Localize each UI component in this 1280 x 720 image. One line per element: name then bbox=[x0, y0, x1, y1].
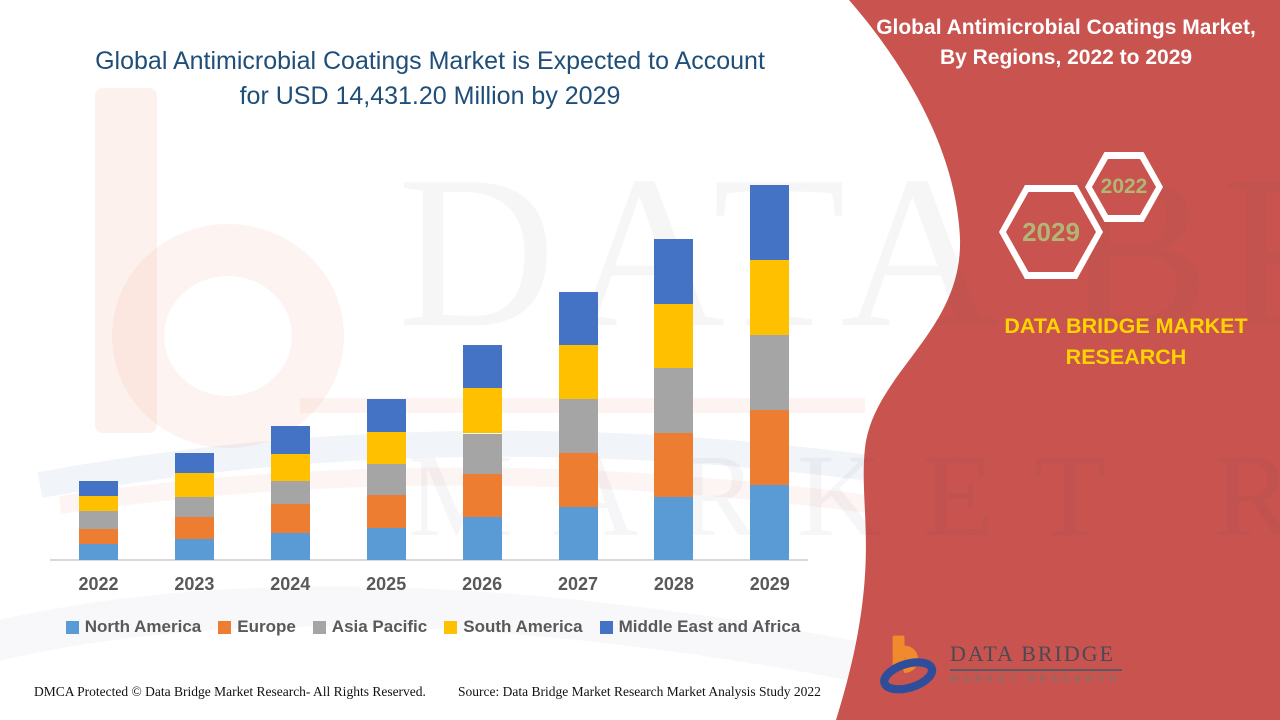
x-axis-label-2028: 2028 bbox=[653, 574, 694, 594]
bar-segment-north-america bbox=[270, 533, 310, 560]
bar-segment-south-america bbox=[366, 432, 406, 465]
bar-segment-europe bbox=[654, 432, 694, 497]
x-axis-label-2022: 2022 bbox=[78, 574, 119, 594]
bar-segment-north-america bbox=[79, 544, 118, 560]
bar-segment-north-america bbox=[750, 485, 790, 560]
bar-segment-middle-east-and-africa bbox=[750, 184, 790, 260]
bar-segment-south-america bbox=[558, 345, 598, 399]
bar-segment-middle-east-and-africa bbox=[366, 399, 406, 433]
badge-2029-label: 2029 bbox=[1022, 216, 1080, 247]
bar-segment-north-america bbox=[654, 496, 694, 560]
bar-segment-asia-pacific bbox=[654, 368, 694, 433]
watermark-market-research-text: MARKET RESEARCH bbox=[408, 428, 1280, 564]
panel-heading: Global Antimicrobial Coatings Market, By… bbox=[876, 16, 1256, 69]
bar-segment-south-america bbox=[462, 388, 502, 434]
x-axis-label-2027: 2027 bbox=[557, 574, 599, 594]
bar-segment-asia-pacific bbox=[750, 334, 790, 411]
bar-segment-asia-pacific bbox=[174, 496, 214, 517]
legend-item-north-america: North America bbox=[65, 617, 202, 637]
legend-swatch bbox=[599, 620, 613, 634]
legend-label: North America bbox=[84, 617, 202, 636]
legend-swatch bbox=[65, 620, 79, 634]
chart-title: Global Antimicrobial Coatings Market is … bbox=[75, 44, 785, 114]
source-note: Source: Data Bridge Market Research Mark… bbox=[458, 684, 821, 699]
badge-2022-label: 2022 bbox=[1100, 175, 1148, 198]
legend-label: South America bbox=[463, 617, 583, 636]
logo-subtitle: MARKET RESEARCH bbox=[950, 674, 1122, 685]
x-axis-label-2025: 2025 bbox=[366, 574, 407, 594]
bar-segment-middle-east-and-africa bbox=[79, 480, 118, 496]
legend-swatch bbox=[218, 620, 232, 634]
bar-segment-south-america bbox=[174, 473, 214, 497]
bar-segment-middle-east-and-africa bbox=[270, 425, 310, 454]
bar-segment-asia-pacific bbox=[270, 480, 310, 505]
dmca-notice: DMCA Protected © Data Bridge Market Rese… bbox=[34, 684, 426, 699]
bar-segment-south-america bbox=[750, 259, 790, 335]
legend-item-europe: Europe bbox=[218, 617, 296, 637]
bar-segment-north-america bbox=[174, 539, 214, 560]
x-axis-label-2023: 2023 bbox=[174, 574, 215, 594]
bar-segment-south-america bbox=[270, 453, 310, 481]
logo-text: DATA BRIDGE MARKET RESEARCH bbox=[950, 641, 1122, 685]
bar-segment-middle-east-and-africa bbox=[174, 452, 214, 474]
x-axis-label-2024: 2024 bbox=[270, 574, 311, 594]
badge-hexagon-2022: 2022 bbox=[1085, 152, 1163, 222]
bar-segment-asia-pacific bbox=[462, 433, 502, 475]
chart-title-line1: Global Antimicrobial Coatings Market is … bbox=[95, 47, 765, 75]
bar-segment-north-america bbox=[558, 506, 598, 560]
bar-segment-asia-pacific bbox=[558, 398, 598, 453]
bar-segment-south-america bbox=[79, 495, 118, 511]
chart-legend: North America Europe Asia Pacific South Ame… bbox=[48, 617, 818, 637]
bar-segment-europe bbox=[558, 452, 598, 507]
bar-segment-middle-east-and-africa bbox=[654, 239, 694, 304]
bar-segment-europe bbox=[174, 516, 214, 540]
legend-label: Middle East and Africa bbox=[618, 617, 801, 636]
bar-segment-europe bbox=[462, 474, 502, 517]
brand-name: DATA BRIDGE MARKET RESEARCH bbox=[1004, 314, 1248, 369]
x-axis-label-2026: 2026 bbox=[462, 574, 503, 594]
bar-segment-europe bbox=[270, 504, 310, 534]
x-axis-label-2029: 2029 bbox=[749, 574, 790, 594]
badge-hexagon-2029-inner: 2029 bbox=[1006, 192, 1096, 272]
bar-segment-europe bbox=[366, 494, 406, 529]
bar-segment-asia-pacific bbox=[366, 464, 406, 495]
data-bridge-logo-icon bbox=[880, 635, 937, 694]
bar-segment-middle-east-and-africa bbox=[462, 344, 502, 388]
bar-segment-north-america bbox=[366, 528, 406, 560]
bar-segment-south-america bbox=[654, 303, 694, 369]
x-axis-line bbox=[50, 559, 808, 561]
bar-segment-middle-east-and-africa bbox=[558, 291, 598, 346]
badge-hexagon-2022-inner: 2022 bbox=[1092, 159, 1156, 215]
legend-label: Asia Pacific bbox=[331, 617, 428, 636]
legend-label: Europe bbox=[237, 617, 296, 636]
bar-segment-europe bbox=[79, 528, 118, 545]
chart-title-line2: for USD 14,431.20 Million by 2029 bbox=[239, 82, 621, 110]
bar-segment-europe bbox=[750, 410, 790, 486]
data-bridge-logo: DATA BRIDGE MARKET RESEARCH bbox=[878, 632, 1122, 694]
legend-swatch bbox=[444, 620, 458, 634]
legend-swatch bbox=[312, 620, 326, 634]
bar-segment-north-america bbox=[462, 516, 502, 560]
logo-title: DATA BRIDGE bbox=[950, 641, 1122, 671]
legend-item-middle-east-and-africa: Middle East and Africa bbox=[599, 617, 801, 637]
legend-item-asia-pacific: Asia Pacific bbox=[312, 617, 428, 637]
bar-segment-asia-pacific bbox=[79, 510, 118, 529]
legend-item-south-america: South America bbox=[444, 617, 583, 637]
